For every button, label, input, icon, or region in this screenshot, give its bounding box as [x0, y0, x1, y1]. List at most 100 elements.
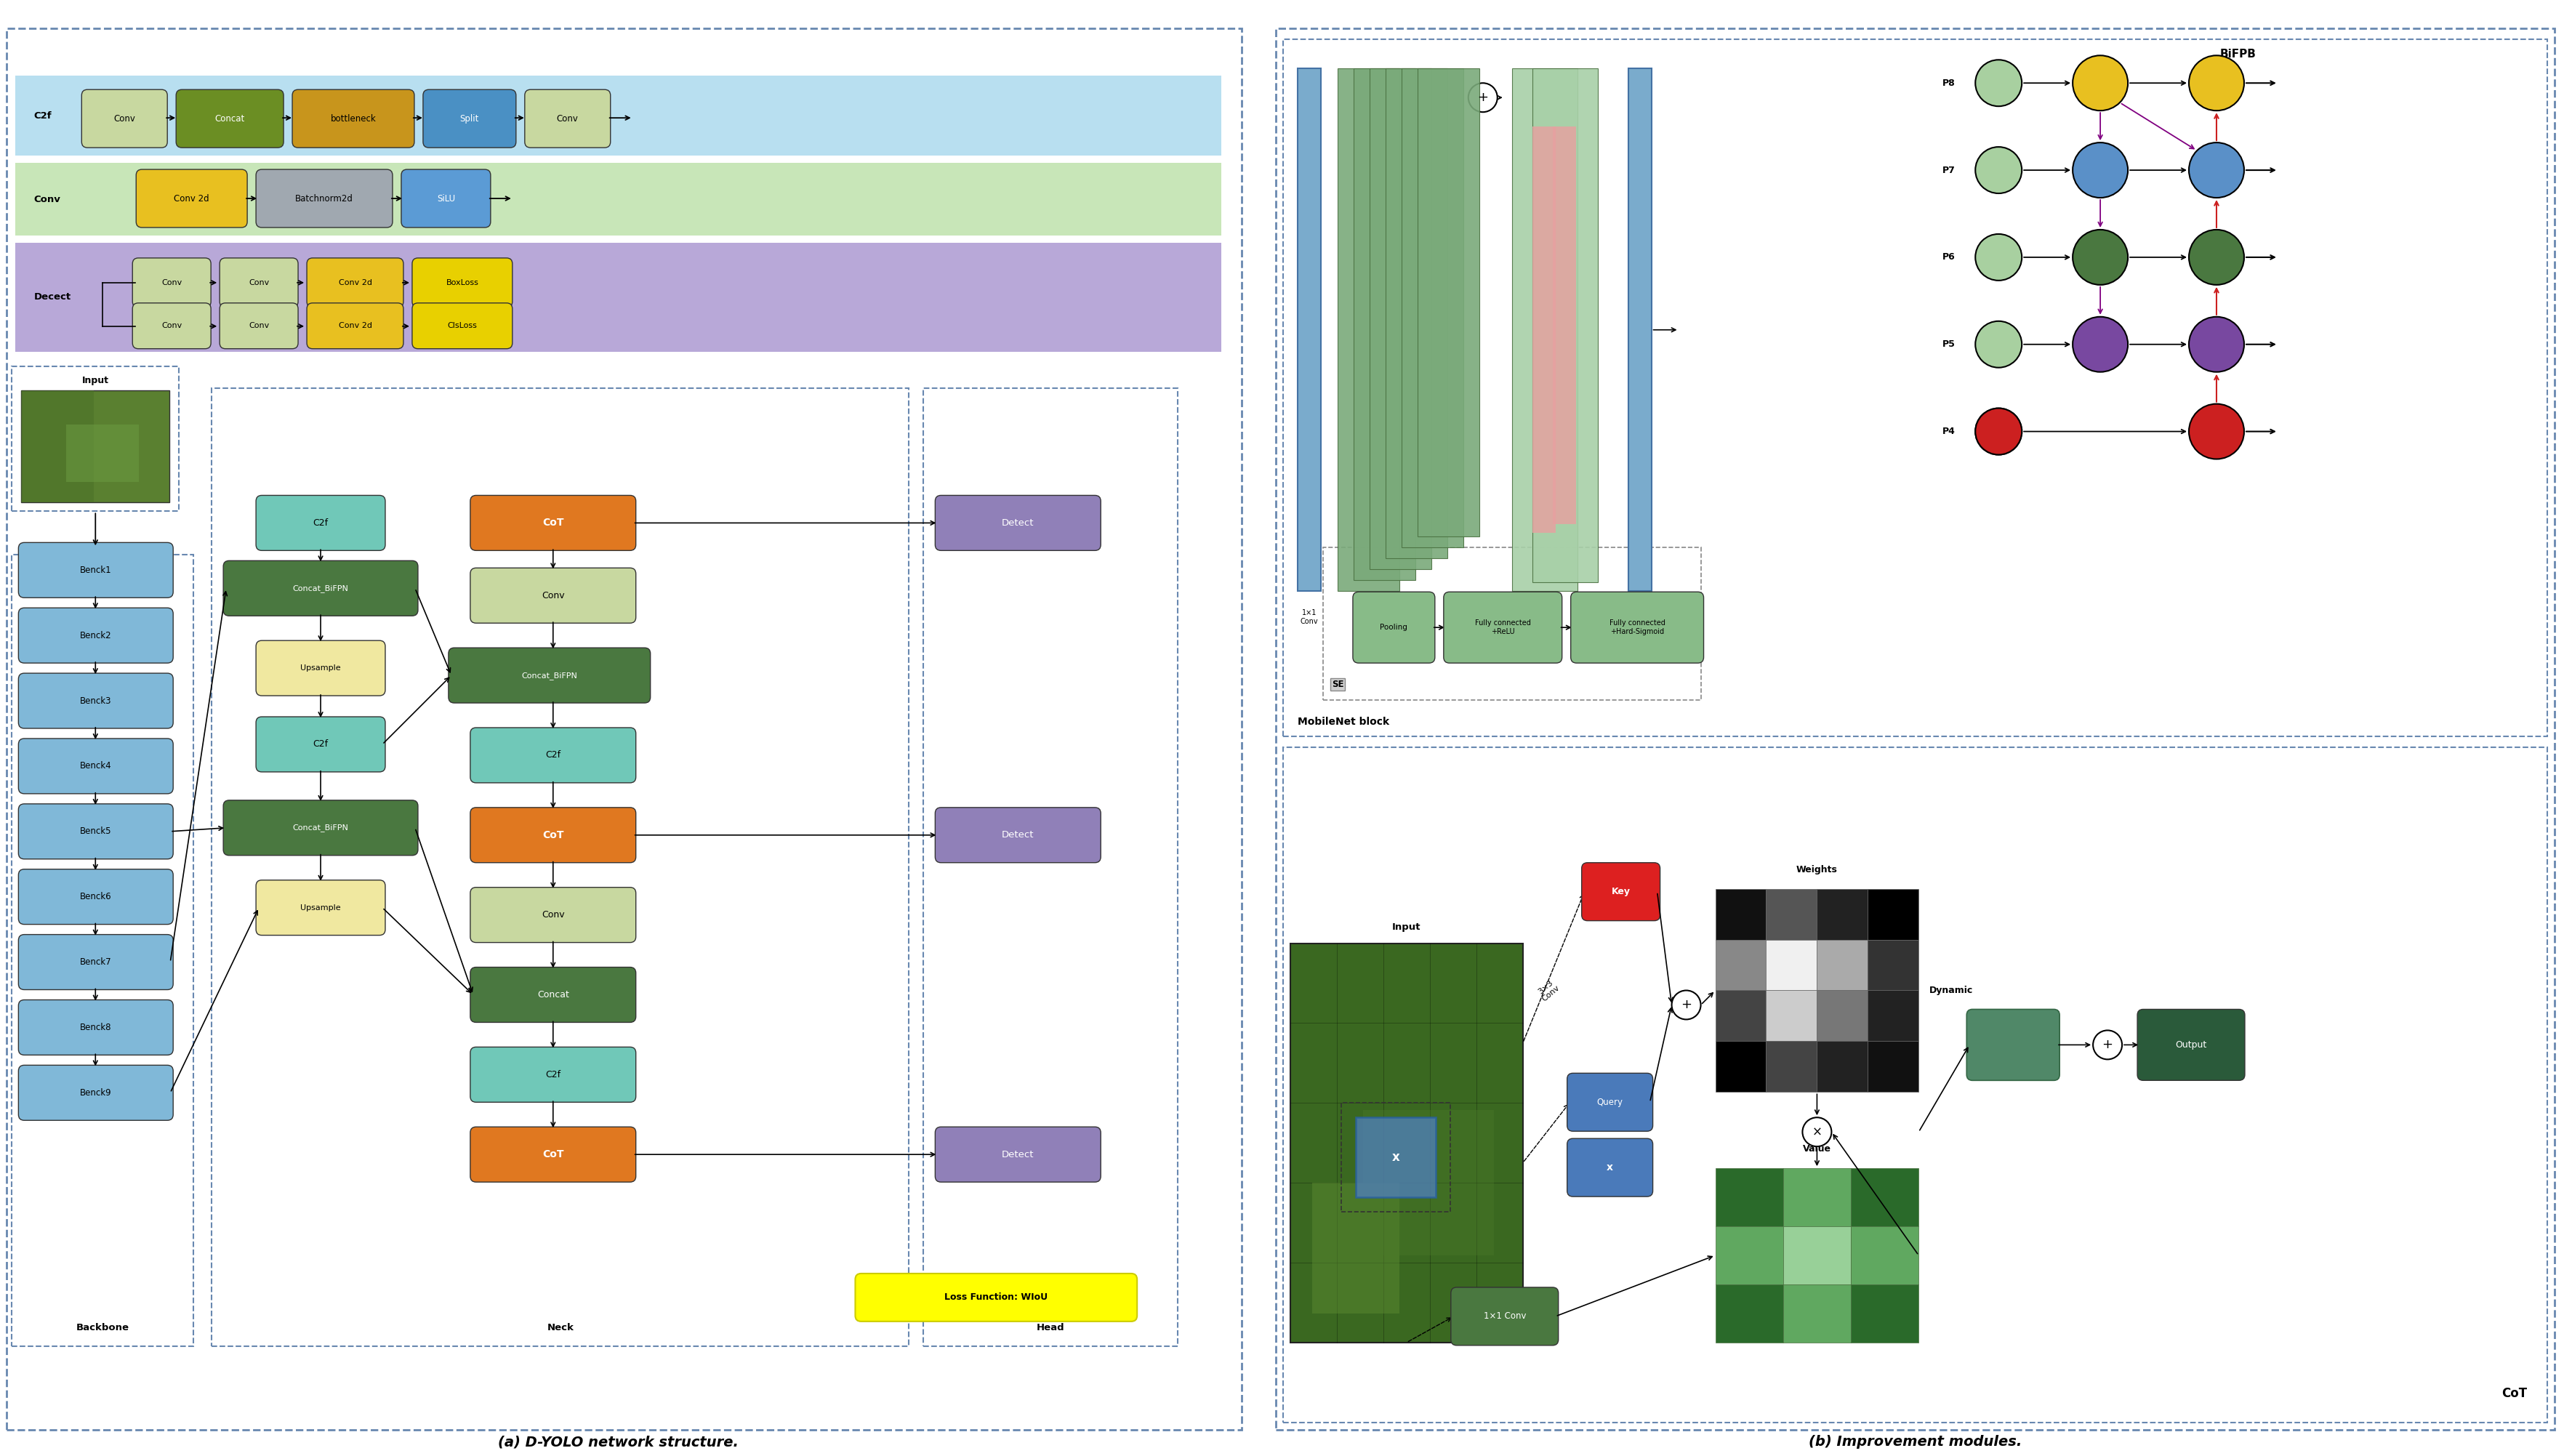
- FancyBboxPatch shape: [256, 169, 392, 227]
- Text: P7: P7: [1941, 166, 1954, 175]
- Text: 3×3
Wconv: 3×3 Wconv: [1385, 609, 1408, 625]
- FancyBboxPatch shape: [936, 1127, 1100, 1182]
- FancyBboxPatch shape: [256, 641, 385, 696]
- Bar: [1715, 1226, 1782, 1284]
- Bar: [15, 76, 1220, 156]
- Text: Benck7: Benck7: [79, 958, 113, 967]
- Bar: [1554, 127, 1577, 524]
- Text: Upsample: Upsample: [300, 904, 341, 911]
- Bar: [15, 163, 1220, 236]
- Text: P8: P8: [1941, 79, 1954, 87]
- Text: Conv: Conv: [249, 280, 269, 287]
- Text: x: x: [1608, 1162, 1613, 1172]
- Text: Weights: Weights: [1797, 865, 1838, 874]
- FancyBboxPatch shape: [423, 90, 515, 147]
- Text: C2f: C2f: [313, 740, 328, 748]
- Circle shape: [2072, 143, 2128, 198]
- FancyBboxPatch shape: [223, 561, 418, 616]
- FancyBboxPatch shape: [469, 808, 636, 862]
- Text: 1×1
Conv: 1×1 Conv: [1300, 609, 1318, 625]
- FancyBboxPatch shape: [469, 1127, 636, 1182]
- Bar: [1851, 1168, 1918, 1226]
- FancyBboxPatch shape: [400, 169, 490, 227]
- Bar: [13, 365, 179, 511]
- Text: Benck4: Benck4: [79, 761, 113, 770]
- FancyBboxPatch shape: [1567, 1139, 1654, 1197]
- FancyBboxPatch shape: [221, 303, 297, 349]
- Circle shape: [1974, 147, 2023, 194]
- Text: Conv: Conv: [162, 280, 182, 287]
- Bar: [1385, 68, 1446, 559]
- FancyBboxPatch shape: [936, 808, 1100, 862]
- Bar: [1513, 68, 1577, 591]
- Text: CoT: CoT: [544, 518, 564, 529]
- Text: Conv: Conv: [162, 322, 182, 329]
- Bar: [1767, 990, 1818, 1041]
- Text: C2f: C2f: [546, 1070, 562, 1079]
- FancyBboxPatch shape: [1572, 593, 1702, 662]
- Bar: [1818, 888, 1867, 939]
- FancyBboxPatch shape: [469, 495, 636, 550]
- Text: Head: Head: [1036, 1324, 1064, 1332]
- Text: 1×1 Conv: 1×1 Conv: [1485, 1312, 1526, 1321]
- Bar: [67, 424, 138, 482]
- Text: Input: Input: [82, 376, 108, 386]
- Bar: [1851, 1284, 1918, 1342]
- Text: Concat_BiFPN: Concat_BiFPN: [292, 584, 349, 593]
- Circle shape: [1469, 83, 1497, 112]
- Bar: [1867, 990, 1918, 1041]
- FancyBboxPatch shape: [1444, 593, 1561, 662]
- Circle shape: [1974, 322, 2023, 367]
- Text: Conv: Conv: [249, 322, 269, 329]
- Circle shape: [2190, 143, 2244, 198]
- Bar: [1277, 29, 2554, 1430]
- FancyBboxPatch shape: [82, 90, 167, 147]
- Text: Benck3: Benck3: [79, 696, 113, 706]
- FancyBboxPatch shape: [256, 716, 385, 772]
- Circle shape: [1974, 234, 2023, 281]
- FancyBboxPatch shape: [1567, 1073, 1654, 1131]
- Text: Benck6: Benck6: [79, 893, 113, 901]
- Text: C2f: C2f: [313, 518, 328, 527]
- Bar: [8, 29, 1241, 1430]
- Text: Conv: Conv: [541, 910, 564, 920]
- FancyBboxPatch shape: [449, 648, 651, 703]
- Text: Concat_BiFPN: Concat_BiFPN: [292, 824, 349, 831]
- Circle shape: [1802, 1117, 1831, 1146]
- FancyBboxPatch shape: [221, 258, 297, 307]
- Circle shape: [1974, 408, 2023, 454]
- Bar: [1282, 39, 2546, 737]
- Text: Backbone: Backbone: [77, 1324, 128, 1332]
- Text: 3×3
Conv: 3×3 Conv: [1536, 978, 1561, 1003]
- Bar: [1403, 68, 1464, 547]
- FancyBboxPatch shape: [18, 543, 174, 598]
- Text: (b) Improvement modules.: (b) Improvement modules.: [1808, 1436, 2020, 1449]
- Text: +: +: [1477, 92, 1487, 103]
- Bar: [213, 387, 910, 1347]
- Text: (a) D-YOLO network structure.: (a) D-YOLO network structure.: [497, 1436, 738, 1449]
- Text: Key: Key: [1610, 887, 1631, 897]
- Bar: [1715, 939, 1767, 990]
- Text: Upsample: Upsample: [300, 664, 341, 671]
- Text: Conv: Conv: [113, 114, 136, 124]
- Bar: [1867, 1041, 1918, 1092]
- Text: ×: ×: [1813, 1125, 1823, 1139]
- Bar: [1323, 547, 1700, 700]
- Bar: [923, 387, 1177, 1347]
- Text: Query: Query: [1597, 1098, 1623, 1107]
- Bar: [1715, 990, 1767, 1041]
- Text: bottleneck: bottleneck: [331, 114, 377, 124]
- FancyBboxPatch shape: [18, 607, 174, 662]
- Text: Split: Split: [459, 114, 479, 124]
- Bar: [1867, 939, 1918, 990]
- FancyBboxPatch shape: [18, 869, 174, 925]
- Text: Concat_BiFPN: Concat_BiFPN: [520, 671, 577, 680]
- Text: Loss Function: WIoU: Loss Function: WIoU: [944, 1293, 1049, 1302]
- Circle shape: [1974, 408, 2023, 454]
- Text: Detect: Detect: [1003, 1150, 1033, 1159]
- Circle shape: [2072, 317, 2128, 371]
- FancyBboxPatch shape: [18, 1066, 174, 1120]
- Text: P5: P5: [1941, 339, 1954, 349]
- Bar: [1851, 1226, 1918, 1284]
- Text: +: +: [1682, 999, 1692, 1012]
